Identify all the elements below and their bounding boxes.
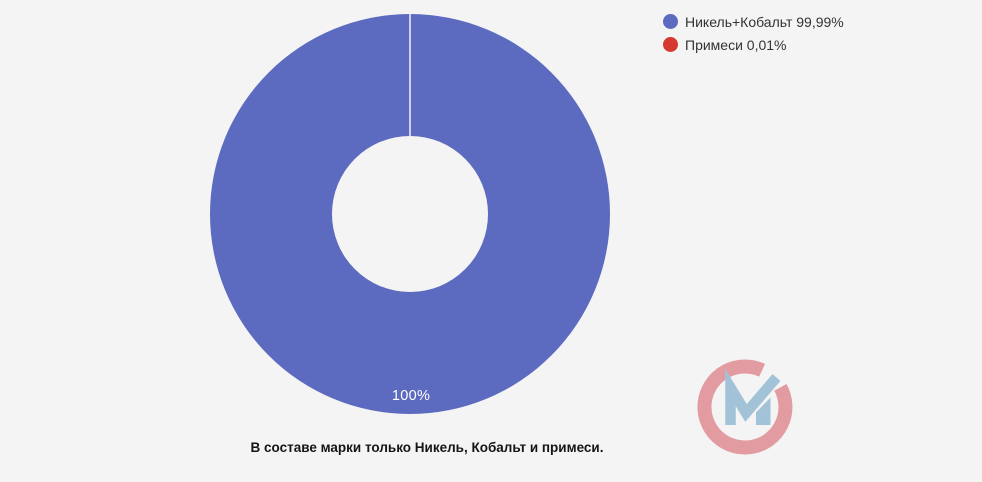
cm-monogram-watermark-icon [697, 359, 793, 455]
legend-item-label: Никель+Кобальт 99,99% [685, 13, 844, 30]
watermark-letter-m-check [725, 368, 781, 425]
watermark-letter-c [697, 359, 793, 455]
donut-slice-impurities[interactable] [409, 13, 411, 137]
legend-marker-circle-icon [663, 14, 678, 29]
donut-hole [332, 136, 488, 292]
legend: Никель+Кобальт 99,99% Примеси 0,01% [663, 13, 844, 59]
chart-caption: В составе марки только Никель, Кобальт и… [250, 440, 604, 455]
watermark-letter-m-right-leg [756, 397, 771, 425]
slice-percentage-label: 100% [391, 388, 431, 404]
legend-marker-circle-icon [663, 37, 678, 52]
legend-item-impurities[interactable]: Примеси 0,01% [663, 36, 844, 53]
legend-item-nickel-cobalt[interactable]: Никель+Кобальт 99,99% [663, 13, 844, 30]
legend-item-label: Примеси 0,01% [685, 36, 787, 53]
